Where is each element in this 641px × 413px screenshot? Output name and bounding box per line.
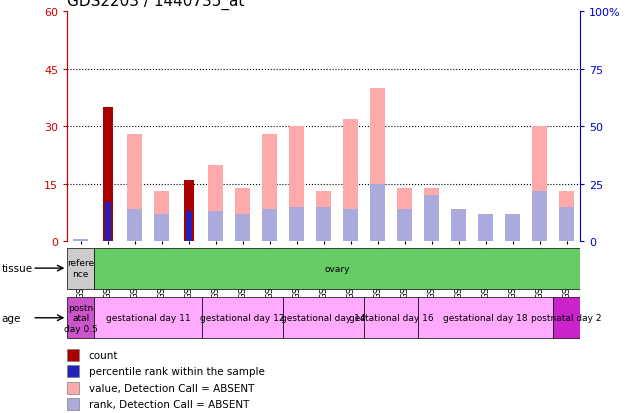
Text: refere
nce: refere nce (67, 259, 94, 278)
Bar (364, 297, 418, 339)
Bar (235, 188, 250, 242)
Bar (67, 248, 94, 289)
Bar (316, 207, 331, 242)
Bar (203, 297, 283, 339)
Bar (283, 297, 364, 339)
Text: ovary: ovary (324, 264, 350, 273)
Bar (553, 297, 580, 339)
Bar (344, 209, 358, 242)
Text: postnatal day 2: postnatal day 2 (531, 313, 602, 323)
Text: age: age (1, 313, 21, 323)
Text: GDS2203 / 1440735_at: GDS2203 / 1440735_at (67, 0, 245, 9)
Bar (478, 214, 493, 242)
Bar (316, 192, 331, 242)
Bar (94, 297, 203, 339)
Bar (208, 212, 223, 242)
Bar (128, 209, 142, 242)
Bar (344, 119, 358, 242)
Bar (370, 184, 385, 242)
Bar (105, 203, 111, 242)
Text: gestational day 18: gestational day 18 (444, 313, 528, 323)
Bar (184, 180, 194, 242)
Bar (532, 127, 547, 242)
Text: value, Detection Call = ABSENT: value, Detection Call = ABSENT (89, 383, 254, 393)
Text: percentile rank within the sample: percentile rank within the sample (89, 366, 265, 376)
Text: gestational day 11: gestational day 11 (106, 313, 190, 323)
Bar (154, 192, 169, 242)
Bar (451, 209, 466, 242)
Bar (289, 207, 304, 242)
Text: gestational day 16: gestational day 16 (349, 313, 433, 323)
Text: gestational day 12: gestational day 12 (201, 313, 285, 323)
Bar (103, 108, 113, 242)
Bar (559, 207, 574, 242)
Bar (559, 192, 574, 242)
Text: postn
atal
day 0.5: postn atal day 0.5 (64, 303, 97, 333)
Bar (67, 366, 79, 377)
Bar (370, 89, 385, 242)
Bar (397, 188, 412, 242)
Bar (128, 135, 142, 242)
Bar (262, 135, 277, 242)
Bar (505, 223, 520, 242)
Bar (67, 297, 94, 339)
Text: gestational day 14: gestational day 14 (281, 313, 366, 323)
Bar (154, 214, 169, 242)
Bar (505, 214, 520, 242)
Text: tissue: tissue (1, 263, 33, 273)
Bar (424, 196, 439, 242)
Text: rank, Detection Call = ABSENT: rank, Detection Call = ABSENT (89, 399, 249, 409)
Bar (418, 297, 553, 339)
Text: count: count (89, 350, 119, 360)
Bar (67, 398, 79, 410)
Bar (289, 127, 304, 242)
Bar (67, 349, 79, 361)
Bar (397, 209, 412, 242)
Bar (186, 212, 192, 242)
Bar (532, 191, 547, 242)
Bar (478, 223, 493, 242)
Bar (73, 239, 88, 242)
Bar (235, 214, 250, 242)
Bar (208, 165, 223, 242)
Bar (451, 223, 466, 242)
Bar (262, 209, 277, 242)
Bar (424, 188, 439, 242)
Bar (67, 382, 79, 394)
